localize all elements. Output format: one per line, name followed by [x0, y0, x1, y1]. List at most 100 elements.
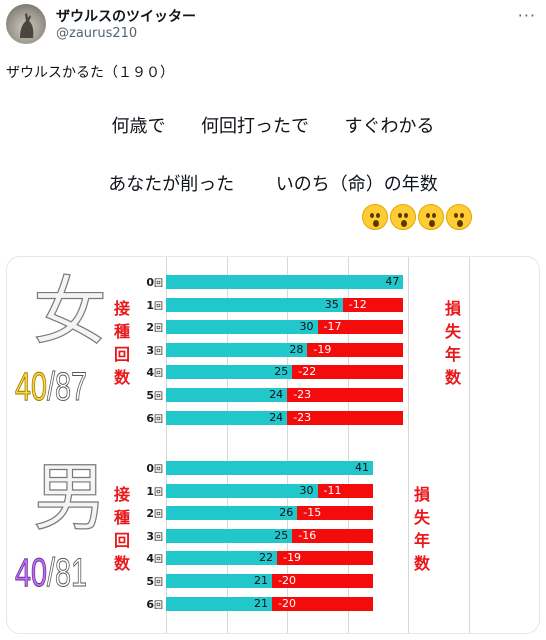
- male-kanji: 男: [32, 455, 107, 541]
- loss-bar: [342, 297, 404, 312]
- vertical-label-doses: 接種回数: [113, 485, 130, 573]
- remaining-value: 41: [355, 461, 370, 474]
- remaining-bar: [166, 551, 278, 566]
- grid-line: [166, 257, 167, 633]
- tweet-text: ザウルスかるた（１９０）: [6, 65, 174, 81]
- age-label-current: 40: [15, 365, 48, 409]
- line1-part-3: すぐわかる: [344, 116, 435, 137]
- remaining-value: 26: [279, 506, 294, 520]
- loss-value: -19: [313, 342, 332, 356]
- line2-part-2: いのち（命）の年数: [275, 174, 438, 195]
- loss-bar: [297, 506, 374, 521]
- age-label: 40/81: [15, 551, 88, 595]
- remaining-value: 22: [259, 551, 274, 565]
- grid-line: [287, 257, 289, 633]
- kangaroo-avatar-icon: [20, 13, 34, 38]
- dose-label: 1回: [146, 298, 163, 312]
- remaining-bar: [166, 528, 293, 543]
- dose-label: 5回: [146, 389, 163, 402]
- remaining-value: 24: [269, 388, 284, 401]
- dose-label: 5回: [146, 575, 163, 588]
- astonished-face-icon: [362, 204, 388, 230]
- age-label-current: 40: [15, 551, 48, 595]
- vertical-label-lost-years: 損失年数: [413, 485, 430, 573]
- author-name[interactable]: ザウルスのツイッター: [56, 9, 196, 25]
- astonished-face-icon: [446, 204, 472, 230]
- loss-value: -17: [323, 320, 342, 334]
- remaining-value: 30: [299, 483, 314, 497]
- remaining-bar: [166, 297, 343, 312]
- remaining-value: 28: [289, 342, 304, 356]
- loss-bar: [292, 528, 374, 543]
- remaining-value: 35: [324, 297, 339, 311]
- remaining-bar: [166, 596, 273, 611]
- loss-bar: [292, 365, 404, 380]
- remaining-bar: [166, 275, 404, 289]
- remaining-bar: [166, 574, 273, 588]
- loss-bar: [277, 551, 374, 566]
- dose-label: 3回: [146, 343, 163, 357]
- loss-value: -16: [298, 528, 317, 542]
- line1-part-1: 何歳で: [111, 116, 166, 137]
- loss-value: -15: [303, 506, 322, 520]
- dose-label: 4回: [146, 366, 163, 380]
- remaining-value: 21: [254, 596, 269, 610]
- chart-image[interactable]: 女 40/87 接種回数 損失年数 0回 47 1回 35 -12 2回 30 -17 3回 28 -19 4…: [6, 256, 540, 634]
- grid-line: [226, 257, 228, 633]
- loss-value: -19: [283, 551, 302, 565]
- astonished-face-icon: [418, 204, 444, 230]
- loss-bar: [317, 483, 374, 498]
- grid-line: [408, 257, 410, 633]
- remaining-value: 21: [254, 574, 269, 587]
- grid-line: [469, 257, 470, 633]
- remaining-value: 47: [385, 275, 400, 288]
- remaining-value: 25: [274, 528, 289, 542]
- dose-label: 4回: [146, 552, 163, 566]
- line2-part-1: あなたが削った: [108, 174, 235, 195]
- loss-value: -23: [293, 410, 312, 424]
- loss-value: -20: [278, 574, 297, 587]
- loss-value: -23: [293, 388, 312, 401]
- loss-value: -12: [348, 297, 367, 311]
- author-handle[interactable]: @zaurus210: [56, 26, 138, 41]
- loss-bar: [287, 388, 404, 402]
- dose-label: 6回: [146, 411, 163, 425]
- loss-value: -11: [323, 483, 342, 497]
- dose-label: 0回: [146, 276, 163, 289]
- remaining-value: 25: [274, 365, 289, 379]
- astonished-face-icon: [390, 204, 416, 230]
- vertical-label-doses: 接種回数: [113, 299, 130, 387]
- remaining-bar: [166, 342, 308, 357]
- age-label-expectancy: /87: [47, 365, 88, 409]
- remaining-bar: [166, 320, 318, 335]
- loss-bar: [317, 320, 404, 335]
- avatar[interactable]: [6, 4, 46, 44]
- loss-bar: [272, 596, 374, 611]
- line1-part-2: 何回打ったで: [201, 116, 309, 137]
- dose-label: 6回: [146, 597, 163, 611]
- dose-label: 3回: [146, 529, 163, 543]
- emoji-row: [362, 204, 474, 235]
- dose-label: 2回: [146, 321, 163, 335]
- loss-value: -20: [278, 596, 297, 610]
- remaining-bar: [166, 483, 318, 498]
- age-label: 40/87: [15, 365, 88, 409]
- loss-bar: [307, 342, 404, 357]
- loss-value: -22: [298, 365, 317, 379]
- dose-label: 1回: [146, 484, 163, 498]
- tweet-line-1: 何歳で 何回打ったで すぐわかる: [0, 112, 546, 138]
- vertical-label-lost-years: 損失年数: [444, 299, 461, 387]
- age-label-expectancy: /81: [47, 551, 88, 595]
- more-options-icon[interactable]: ···: [517, 6, 536, 25]
- loss-bar: [272, 574, 374, 588]
- tweet-line-2: あなたが削った いのち（命）の年数: [0, 170, 546, 196]
- remaining-value: 30: [299, 320, 314, 334]
- dose-label: 2回: [146, 507, 163, 521]
- remaining-bar: [166, 388, 288, 402]
- remaining-bar: [166, 365, 293, 380]
- remaining-bar: [166, 410, 288, 425]
- remaining-value: 24: [269, 410, 284, 424]
- female-kanji: 女: [32, 269, 107, 355]
- remaining-bar: [166, 506, 298, 521]
- loss-bar: [287, 410, 404, 425]
